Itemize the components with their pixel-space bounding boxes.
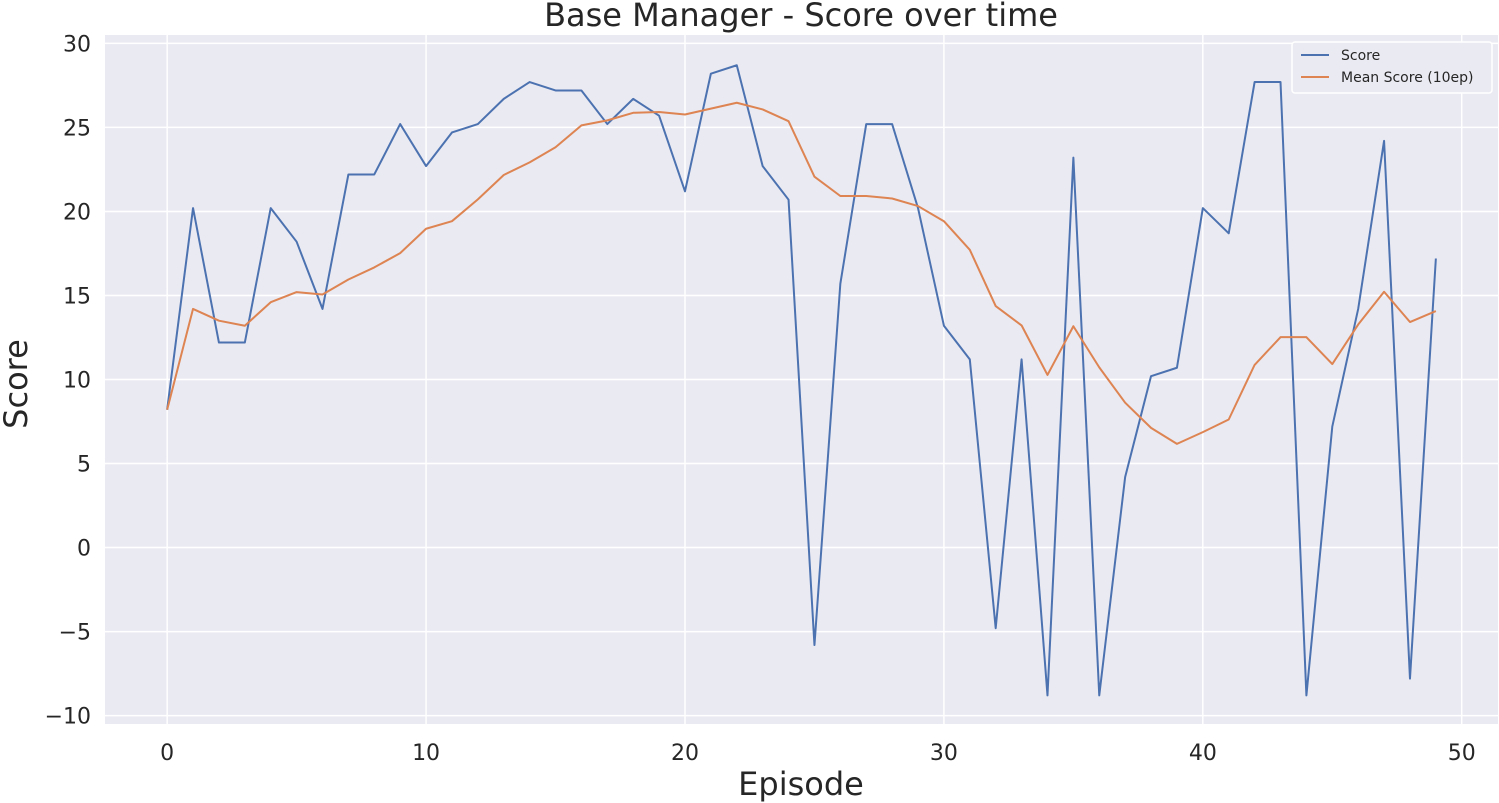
y-tick-label: 10	[63, 369, 91, 394]
y-tick-label: −5	[59, 621, 91, 646]
legend: Score Mean Score (10ep)	[1291, 41, 1493, 94]
y-tick-label: 0	[77, 537, 91, 562]
legend-label-score: Score	[1341, 48, 1380, 64]
legend-label-mean-score: Mean Score (10ep)	[1341, 70, 1474, 86]
x-tick-label: 20	[671, 741, 699, 766]
series-lines	[166, 64, 1437, 697]
y-tick-label: 20	[63, 200, 91, 225]
x-tick-label: 0	[160, 741, 174, 766]
y-tick-label: 25	[63, 116, 91, 141]
x-tick-label: 30	[930, 741, 958, 766]
y-tick-labels: −10 −5 0 5 10 15 20 25 30	[45, 32, 91, 729]
x-tick-label: 10	[412, 741, 440, 766]
chart-title: Base Manager - Score over time	[544, 0, 1058, 34]
y-tick-label: 30	[63, 32, 91, 57]
y-tick-label: −10	[45, 705, 91, 730]
series-line-score	[166, 64, 1437, 697]
x-tick-labels: 0 10 20 30 40 50	[160, 741, 1476, 766]
x-axis-label: Episode	[738, 765, 864, 803]
y-axis-label: Score	[0, 339, 35, 429]
y-tick-label: 15	[63, 284, 91, 309]
legend-box	[1291, 41, 1493, 94]
y-tick-label: 5	[77, 453, 91, 478]
x-tick-label: 40	[1189, 741, 1217, 766]
grid-lines	[105, 35, 1498, 724]
series-line-mean-score	[166, 101, 1437, 445]
x-tick-label: 50	[1448, 741, 1476, 766]
